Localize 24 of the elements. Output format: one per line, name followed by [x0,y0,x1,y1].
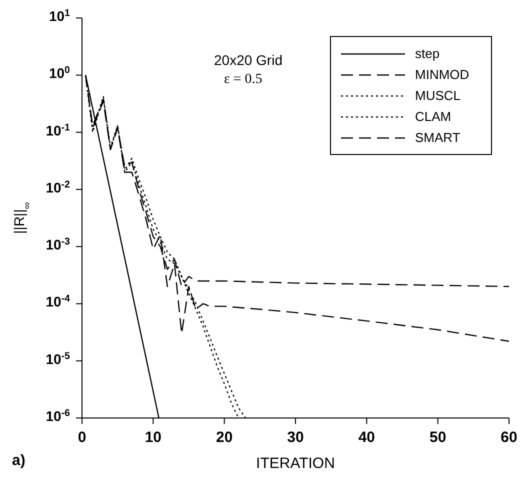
x-tick-label: 20 [216,429,233,446]
y-tick-label: 10$^{-6}$ [46,408,71,424]
legend-label: CLAM [415,109,452,124]
x-tick-label: 10 [144,429,162,446]
annotation: 20x20 Grid [214,52,282,68]
y-tick-label: 10$^{-1}$ [46,122,71,138]
x-axis-title: ITERATION [256,455,335,472]
y-tick-label: 10$^{-4}$ [46,293,71,310]
y-tick-label: 10$^{0}$ [48,64,71,82]
legend-label: SMART [415,130,460,145]
legend-label: MUSCL [415,88,461,103]
x-tick-label: 0 [78,429,86,446]
x-tick-label: 50 [429,429,446,446]
text: a) [12,452,26,469]
legend-label: MINMOD [415,67,470,82]
x-tick-label: 40 [358,429,376,446]
y-tick-label: 10$^{-2}$ [46,178,71,196]
x-tick-label: 30 [287,429,304,446]
y-tick-label: 10$^{1}$ [48,8,71,24]
legend-label: step [415,46,440,61]
y-tick-label: 10$^{-3}$ [46,236,71,253]
x-tick-label: 60 [500,429,518,446]
annotation: ε = 0.5 [224,72,262,88]
y-tick-label: 10$^{-5}$ [46,350,71,367]
